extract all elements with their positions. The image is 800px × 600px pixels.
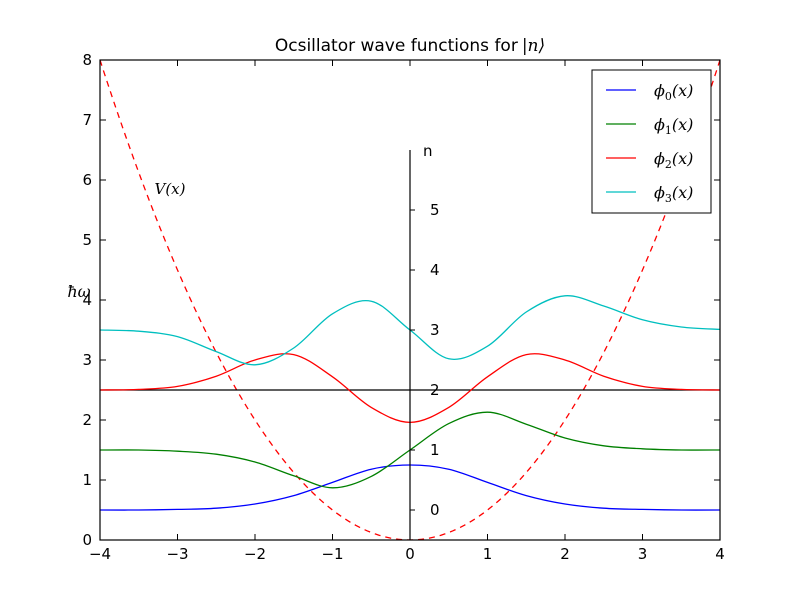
x-tick-label-4: 0 bbox=[405, 545, 415, 563]
axes: 0 1 2 3 4 5 n −4 −3 −2 −1 0 1 2 3 4 0 1 2 3 4 5 6 7 8 bbox=[82, 51, 724, 563]
legend-symbol-0: ϕ bbox=[654, 81, 665, 100]
inner-axis-tick-label-1: 1 bbox=[430, 441, 440, 459]
x-tick-label-1: −3 bbox=[166, 545, 188, 563]
legend-box bbox=[591, 69, 712, 214]
title: Ocsillator wave functions for |n⟩ bbox=[275, 36, 545, 56]
title-text: Ocsillator wave functions for bbox=[275, 36, 518, 56]
legend-arg-2: (x) bbox=[672, 149, 694, 168]
potential-label: V(x) bbox=[155, 180, 186, 198]
x-tick-label-3: −1 bbox=[321, 545, 343, 563]
inner-axis-label: n bbox=[423, 142, 433, 160]
legend-label-3: ϕ3(x) bbox=[654, 183, 693, 205]
title-math: |n⟩ bbox=[522, 36, 545, 56]
y-tick-label-7: 7 bbox=[82, 111, 92, 129]
legend-subscript-0: 0 bbox=[665, 90, 672, 103]
legend-symbol-1: ϕ bbox=[654, 115, 665, 134]
potential-curve bbox=[100, 60, 720, 540]
legend-symbol-2: ϕ bbox=[654, 149, 665, 168]
inner-axis-tick-label-2: 2 bbox=[430, 381, 440, 399]
y-tick-label-6: 6 bbox=[82, 171, 92, 189]
legend-arg-1: (x) bbox=[672, 115, 694, 134]
x-tick-label-7: 3 bbox=[638, 545, 648, 563]
legend-label-2: ϕ2(x) bbox=[654, 149, 693, 171]
y-tick-label-3: 3 bbox=[82, 351, 92, 369]
y-tick-label-2: 2 bbox=[82, 411, 92, 429]
inner-axis-tick-label-4: 4 bbox=[430, 261, 440, 279]
legend-label-0: ϕ0(x) bbox=[654, 81, 693, 103]
legend-subscript-3: 3 bbox=[665, 192, 672, 205]
legend-arg-0: (x) bbox=[672, 81, 694, 100]
legend-subscript-1: 1 bbox=[665, 124, 672, 137]
legend: ϕ0(x)ϕ1(x)ϕ2(x)ϕ3(x) bbox=[591, 69, 712, 214]
x-tick-label-8: 4 bbox=[715, 545, 725, 563]
x-tick-label-5: 1 bbox=[483, 545, 493, 563]
x-tick-label-6: 2 bbox=[560, 545, 570, 563]
y-tick-label-4: 4 bbox=[82, 291, 92, 309]
svg-text:Ocsillator wave functions for|: Ocsillator wave functions for |n⟩ bbox=[275, 36, 545, 56]
y-tick-label-8: 8 bbox=[82, 51, 92, 69]
y-tick-label-0: 0 bbox=[82, 531, 92, 549]
legend-label-1: ϕ1(x) bbox=[654, 115, 693, 137]
y-axis-label: ħω bbox=[67, 282, 90, 301]
legend-symbol-3: ϕ bbox=[654, 183, 665, 202]
legend-arg-3: (x) bbox=[672, 183, 694, 202]
inner-axis-tick-label-3: 3 bbox=[430, 321, 440, 339]
x-tick-label-0: −4 bbox=[89, 545, 111, 563]
inner-axis-tick-label-5: 5 bbox=[430, 201, 440, 219]
x-tick-label-2: −2 bbox=[244, 545, 266, 563]
legend-subscript-2: 2 bbox=[665, 158, 672, 171]
y-tick-label-1: 1 bbox=[82, 471, 92, 489]
y-tick-label-5: 5 bbox=[82, 231, 92, 249]
inner-axis-tick-label-0: 0 bbox=[430, 501, 440, 519]
